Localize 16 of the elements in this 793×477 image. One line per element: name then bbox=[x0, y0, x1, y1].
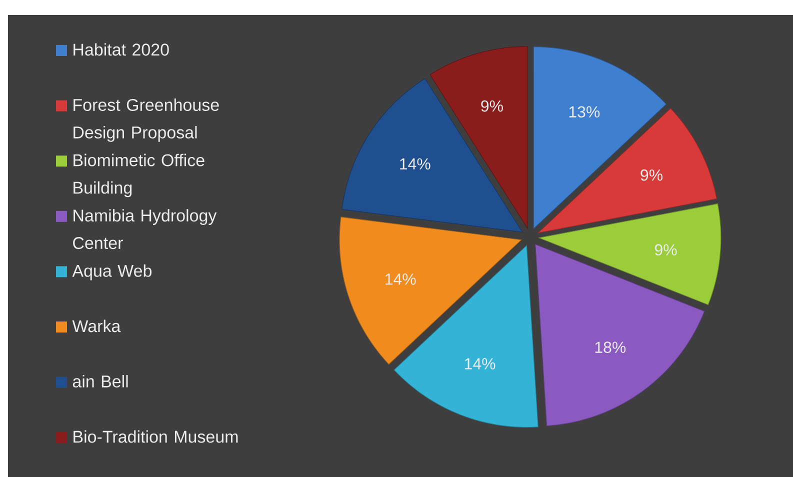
legend-label: Forest Greenhouse Design Proposal bbox=[74, 98, 219, 142]
data-label: 14% bbox=[465, 358, 496, 370]
legend-label: Habitat 2020 bbox=[74, 43, 169, 56]
data-label: 18% bbox=[595, 342, 626, 353]
data-label: 9% bbox=[654, 244, 677, 256]
legend-label: Bio-Tradition Museum bbox=[74, 430, 238, 443]
data-label: 14% bbox=[400, 158, 430, 170]
data-label: 13% bbox=[569, 106, 600, 118]
legend-label: Biomimetic Office Building bbox=[74, 154, 204, 198]
data-label: 9% bbox=[640, 169, 663, 181]
data-label: 9% bbox=[481, 100, 503, 112]
legend-label: Aqua Web bbox=[72, 264, 152, 280]
legend-label: ain Bell bbox=[72, 375, 128, 388]
data-label: 14% bbox=[386, 274, 416, 285]
legend-label: Warka bbox=[72, 320, 121, 332]
legend-label: Namibia Hydrology Center bbox=[73, 209, 217, 250]
